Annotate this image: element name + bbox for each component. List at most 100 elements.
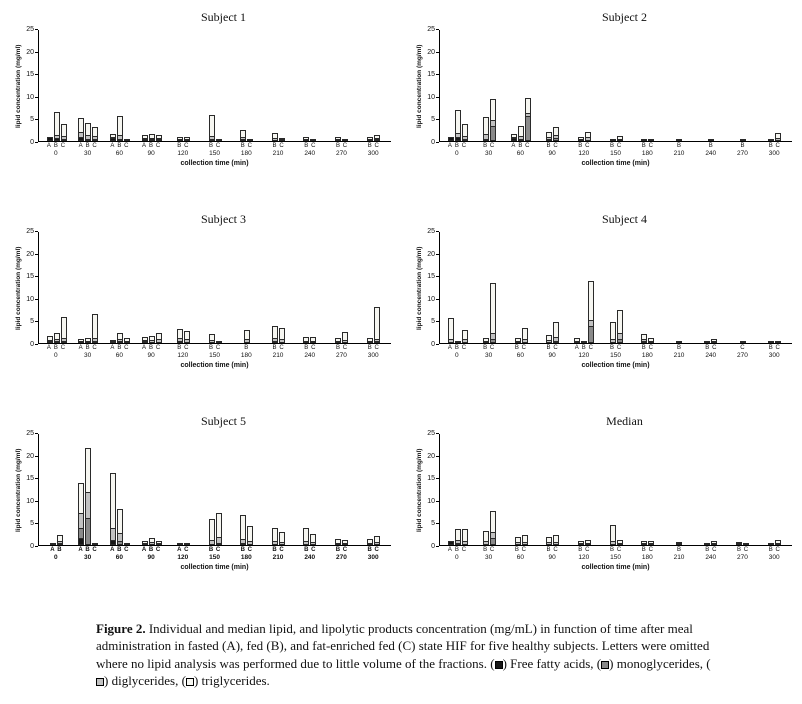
bar-segment-ffa [78,341,85,343]
group-labels: B 270 [727,143,759,158]
bar-segment-dg [447,339,454,343]
state-letter: C [775,345,780,351]
state-letter: C [585,547,590,553]
state-letter: B [641,345,646,351]
bar-segment-tg [85,448,92,493]
state-letter: C [124,547,129,553]
bar-segment-dg [743,543,750,545]
time-label: 60 [115,352,123,359]
state-letter: C [342,547,348,553]
plot-area [38,434,391,546]
state-letter: B [117,547,122,553]
y-tick-label: 25 [23,228,38,235]
state-letter: C [775,547,780,553]
bar-segment-mg [616,339,623,343]
y-axis-ticks: 25 20 15 10 5 0 [23,26,38,146]
time-label: 300 [768,150,780,157]
stacked-bar [739,139,746,141]
y-tick-mark [35,253,38,255]
state-letter: C [712,547,717,553]
bar-group [727,434,759,545]
bar-group [326,232,358,343]
time-label: 150 [610,352,621,359]
stacked-bar [148,336,155,343]
time-label: 180 [240,554,252,561]
state-letter: A [142,143,147,149]
plot-area [38,30,391,142]
time-label: 210 [673,554,685,561]
y-tick-mark [436,231,439,232]
bar-segment-tg [215,513,222,538]
time-label: 30 [83,352,92,359]
stacked-bar [676,341,683,343]
group-labels: B C 240 [695,547,727,562]
stacked-bar [454,110,461,141]
group-labels: B C 300 [758,143,790,158]
stacked-bar [278,328,285,343]
bar-segment-tg [525,98,532,114]
bar-segment-tg [60,317,67,339]
stacked-bar [616,310,623,343]
y-axis-label: lipid concentration (mg/ml) [15,448,22,532]
legend-item-label: ) Free fatty acids [502,655,591,671]
y-tick-mark [436,119,439,121]
group-labels: A B C 60 [103,345,135,360]
state-letter: C [585,143,590,149]
bar-group [199,30,231,141]
bar-group [168,232,200,343]
y-axis-label: lipid concentration (mg/ml) [15,246,22,330]
time-label: 270 [336,352,347,359]
bar-segment-tg [454,110,461,134]
x-labels-row: A B C 0 B C 30 B C 60 B C 90 B C 120 B C 150 B C 180 B 210 B C 240… [439,547,792,562]
bar-group [73,434,105,545]
y-tick-mark [35,74,38,76]
stacked-bar [553,127,560,141]
time-label: 120 [578,352,590,359]
stacked-bar [447,137,454,141]
stacked-bar [310,139,317,141]
chart-title: Subject 3 [201,212,246,226]
bar-segment-dg [641,139,648,141]
y-tick-mark [436,455,439,457]
time-label: 210 [673,352,685,359]
time-label: 0 [455,554,459,561]
stacked-bar [482,531,489,545]
bar-group [474,434,506,545]
stacked-bar [183,331,190,343]
bar-group [231,434,263,545]
bar-segment-dg [247,541,254,545]
group-labels: B C 90 [536,547,568,562]
y-tick-label: 20 [424,251,439,258]
y-tick-label: 0 [23,341,38,348]
y-tick-value: 25 [427,26,435,33]
chart-title: Subject 2 [602,10,647,24]
stacked-bar [303,137,310,141]
state-letter: B [272,345,277,351]
bar-segment-dg [208,340,215,343]
y-tick-value: 20 [26,452,34,460]
group-labels: B C 150 [199,547,231,562]
y-tick-mark [35,478,38,480]
state-letter: B [304,143,309,149]
x-axis-label: collection time (min) [180,362,249,369]
bar-segment-dg [676,341,683,343]
state-letter: B [768,143,773,149]
y-axis-ticks: 25 20 15 10 5 0 [424,26,439,146]
bar-segment-mg [518,139,525,141]
stacked-bar [247,139,254,141]
y-axis-ticks: 25 20 15 10 5 0 [23,228,38,348]
y-tick-label: 5 [424,318,439,325]
x-axis-label: collection time (min) [581,362,650,369]
bar-segment-mg [553,341,560,343]
bar-segment-dg [208,540,215,545]
stacked-bar [546,335,553,343]
state-letter: B [148,547,154,553]
stacked-bar [78,483,85,545]
bar-segment-mg [60,139,67,141]
